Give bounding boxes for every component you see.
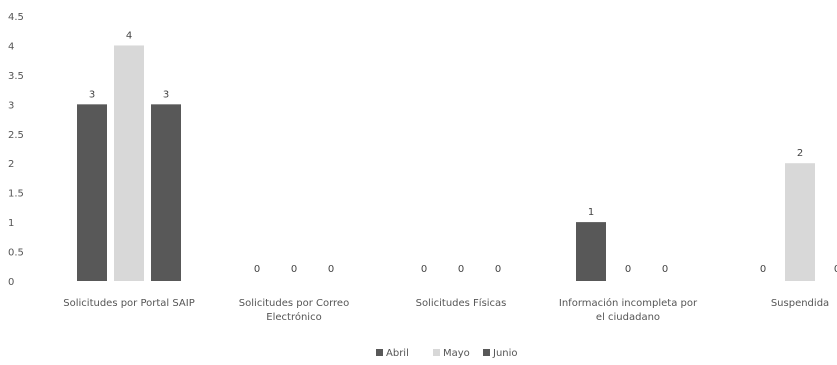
y-tick-label: 3.5 <box>8 71 24 82</box>
bar-abril <box>576 222 606 281</box>
data-label: 3 <box>163 89 169 100</box>
bar-mayo <box>785 163 815 281</box>
category-label: Solicitudes por Portal SAIP <box>63 298 194 309</box>
y-tick-label: 3 <box>8 100 14 111</box>
category-label: Suspendida <box>771 298 829 309</box>
y-tick-label: 4.5 <box>8 12 24 23</box>
data-label: 0 <box>291 264 297 275</box>
legend-swatch <box>483 349 490 356</box>
data-label: 0 <box>662 264 668 275</box>
data-label: 4 <box>126 30 132 41</box>
bar-abril <box>77 104 107 281</box>
legend-swatch <box>376 349 383 356</box>
legend-entry: Abril <box>386 348 409 359</box>
category-label-line: Solicitudes por Correo <box>239 298 349 309</box>
data-label: 0 <box>834 264 837 275</box>
bar-mayo <box>114 45 144 281</box>
y-tick-label: 1 <box>8 218 14 229</box>
y-tick-label: 1.5 <box>8 189 24 200</box>
data-label: 0 <box>328 264 334 275</box>
category-label: Solicitudes Físicas <box>416 297 507 309</box>
legend-swatch <box>433 349 440 356</box>
data-label: 0 <box>495 264 501 275</box>
category-label: Solicitudes por Correo Electrónico <box>239 298 349 323</box>
y-tick-label: 0 <box>8 277 14 288</box>
data-label: 0 <box>625 264 631 275</box>
category-label-line: Solicitudes Físicas <box>416 297 507 309</box>
category-label-line: el ciudadano <box>596 312 660 323</box>
y-tick-label: 4 <box>8 41 14 52</box>
category-label-line: Suspendida <box>771 298 829 309</box>
data-label: 2 <box>797 148 803 159</box>
data-label: 0 <box>458 264 464 275</box>
data-label: 0 <box>421 264 427 275</box>
y-tick-label: 2 <box>8 159 14 170</box>
data-label: 0 <box>760 264 766 275</box>
y-tick-label: 0.5 <box>8 248 24 259</box>
category-label-line: Información incompleta por <box>559 297 698 309</box>
data-label: 1 <box>588 207 594 218</box>
y-tick-label: 2.5 <box>8 130 24 141</box>
category-label-line: Electrónico <box>266 311 321 323</box>
data-label: 3 <box>89 89 95 100</box>
legend-entry: Junio <box>492 348 518 359</box>
category-label-line: Solicitudes por Portal SAIP <box>63 298 194 309</box>
bar-junio <box>151 104 181 281</box>
category-label: Información incompleta por el ciudadano <box>559 297 698 323</box>
data-label: 0 <box>254 264 260 275</box>
legend-entry: Mayo <box>443 348 470 359</box>
